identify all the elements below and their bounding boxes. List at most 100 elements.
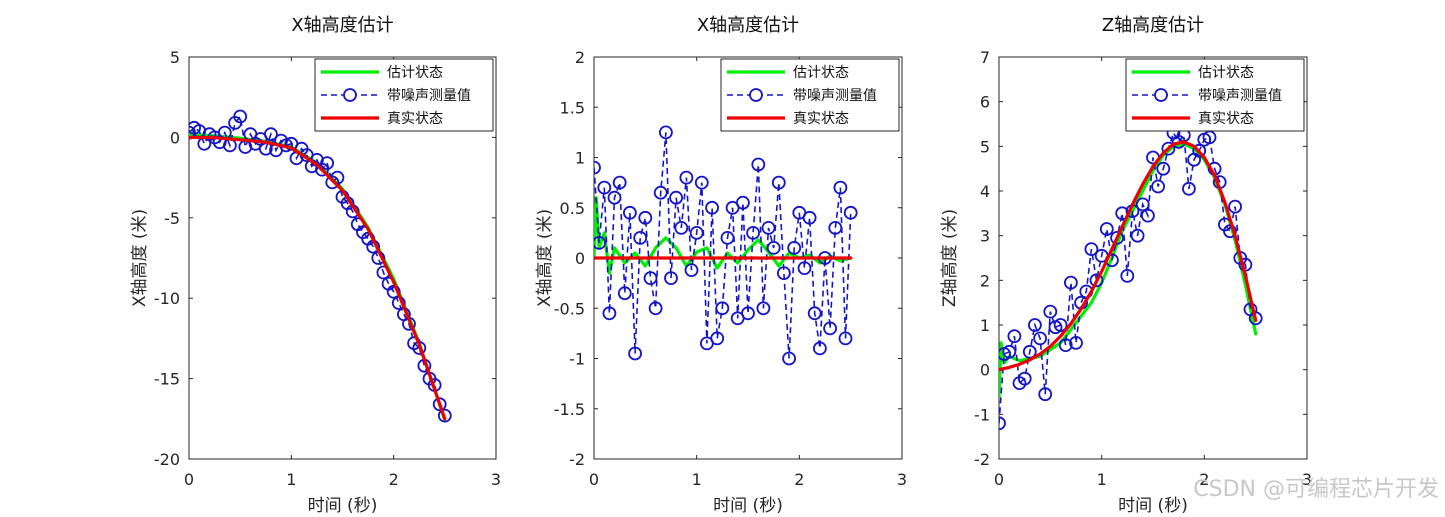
data-point bbox=[263, 127, 278, 142]
data-point bbox=[715, 301, 730, 316]
data-point bbox=[1141, 208, 1155, 223]
data-point bbox=[643, 271, 658, 286]
data-point bbox=[777, 266, 791, 281]
legend-item-estimate: 估计状态 bbox=[321, 65, 443, 81]
data-point bbox=[1007, 329, 1022, 344]
y-axis-label: Z轴高度 (米) bbox=[940, 209, 960, 307]
data-point bbox=[1043, 304, 1058, 319]
data-point bbox=[813, 341, 827, 356]
x-tick-label: 2 bbox=[389, 470, 399, 489]
legend-item-truth: 真实状态 bbox=[1132, 111, 1254, 127]
y-tick-label: 1 bbox=[575, 149, 585, 168]
data-point bbox=[1099, 222, 1114, 236]
data-point bbox=[771, 175, 786, 190]
data-point bbox=[1223, 224, 1237, 239]
x-tick-label: 1 bbox=[1097, 470, 1107, 489]
y-tick-label: 5 bbox=[170, 48, 180, 67]
data-point bbox=[736, 195, 750, 210]
y-tick-label: 7 bbox=[980, 48, 990, 67]
y-axis-label: X轴高度 (米) bbox=[130, 209, 150, 307]
data-point bbox=[823, 321, 837, 336]
data-point bbox=[705, 200, 719, 215]
y-axis-label: X轴高度 (米) bbox=[535, 209, 555, 307]
legend-marker bbox=[1154, 88, 1168, 102]
series-truth-line bbox=[189, 135, 447, 421]
data-point bbox=[689, 225, 704, 240]
data-point bbox=[1130, 228, 1145, 243]
data-point bbox=[653, 185, 668, 200]
data-point bbox=[720, 230, 735, 245]
legend-marker bbox=[343, 88, 357, 102]
data-point bbox=[1058, 338, 1073, 353]
data-point bbox=[684, 263, 699, 278]
data-point bbox=[1053, 318, 1068, 332]
data-point bbox=[602, 306, 617, 321]
data-point bbox=[761, 220, 776, 235]
x-tick-label: 1 bbox=[692, 470, 702, 489]
data-point bbox=[617, 286, 632, 301]
data-point bbox=[612, 175, 627, 190]
y-tick-label: -2 bbox=[569, 450, 585, 469]
data-point bbox=[1151, 179, 1165, 194]
series-truth-line bbox=[999, 140, 1258, 372]
data-point bbox=[628, 346, 642, 361]
data-point bbox=[638, 210, 653, 225]
x-axis-label: 时间 (秒) bbox=[308, 496, 378, 516]
legend-label: 带噪声测量值 bbox=[793, 88, 877, 104]
data-point bbox=[838, 331, 853, 346]
x-tick-label: 0 bbox=[589, 470, 599, 489]
data-point bbox=[999, 416, 1006, 431]
data-point bbox=[1192, 143, 1207, 158]
y-tick-label: 3 bbox=[980, 227, 990, 246]
x-tick-label: 3 bbox=[1302, 470, 1312, 489]
data-point bbox=[1069, 335, 1083, 350]
y-tick-label: -0.5 bbox=[554, 299, 585, 318]
data-point bbox=[1002, 344, 1017, 359]
x-axis-label: 时间 (秒) bbox=[713, 496, 783, 516]
data-point bbox=[669, 190, 683, 205]
data-point bbox=[1028, 318, 1042, 332]
chart-title: Z轴高度估计 bbox=[1102, 15, 1204, 36]
data-point bbox=[189, 125, 196, 140]
legend-label: 估计状态 bbox=[1198, 65, 1254, 81]
data-point bbox=[1156, 161, 1171, 176]
data-point bbox=[679, 170, 694, 185]
data-point bbox=[766, 240, 781, 255]
y-tick-label: 1 bbox=[980, 316, 990, 335]
legend-label: 真实状态 bbox=[793, 111, 849, 127]
watermark: CSDN @可编程芯片开发 bbox=[1193, 477, 1439, 502]
data-point bbox=[746, 225, 760, 240]
data-point bbox=[659, 125, 673, 140]
data-point bbox=[664, 271, 678, 286]
y-tick-label: -20 bbox=[154, 450, 180, 469]
data-point bbox=[741, 306, 755, 321]
chart-title: X轴高度估计 bbox=[697, 15, 799, 36]
x-tick-label: 0 bbox=[184, 470, 194, 489]
y-tick-label: -10 bbox=[154, 289, 180, 308]
data-point bbox=[320, 156, 335, 171]
data-point bbox=[694, 175, 709, 190]
data-point bbox=[437, 408, 452, 423]
data-point bbox=[802, 210, 817, 225]
legend-item-noisy: 带噪声测量值 bbox=[1132, 88, 1282, 104]
data-point bbox=[807, 306, 822, 321]
legend-item-noisy: 带噪声测量值 bbox=[321, 88, 471, 104]
y-tick-label: 0 bbox=[575, 249, 585, 268]
legend-label: 带噪声测量值 bbox=[1198, 88, 1282, 104]
data-point bbox=[594, 236, 606, 250]
data-point bbox=[1135, 197, 1150, 212]
x-tick-label: 0 bbox=[994, 470, 1004, 489]
data-point bbox=[797, 261, 812, 276]
y-tick-label: 2 bbox=[980, 271, 990, 290]
data-point bbox=[787, 240, 802, 255]
data-point bbox=[607, 190, 622, 205]
data-point bbox=[1110, 230, 1124, 245]
data-point bbox=[648, 301, 663, 316]
legend-marker bbox=[749, 88, 763, 102]
y-tick-label: -1 bbox=[569, 350, 585, 369]
data-point bbox=[674, 220, 689, 235]
